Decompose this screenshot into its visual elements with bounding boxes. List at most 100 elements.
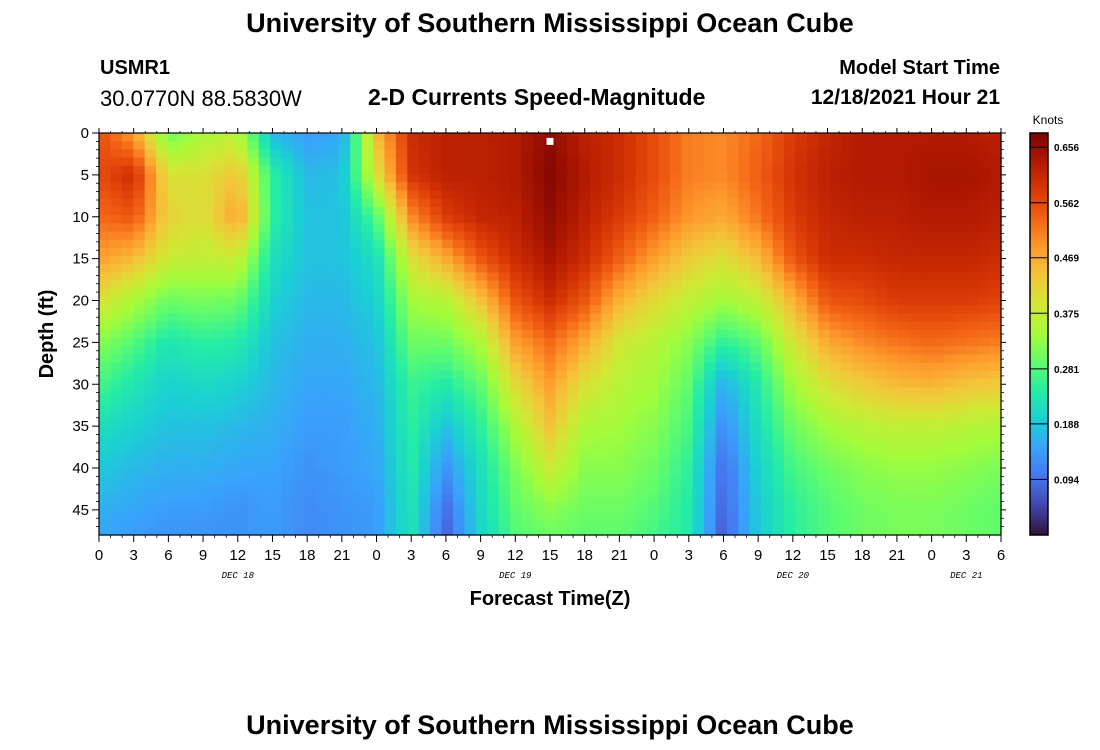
heatmap-cell <box>601 395 614 405</box>
heatmap-cell <box>430 461 443 470</box>
heatmap-cell <box>681 518 694 528</box>
heatmap-cell <box>99 288 112 298</box>
heatmap-cell <box>635 223 648 233</box>
heatmap-cell <box>772 502 785 511</box>
heatmap-cell <box>407 420 420 429</box>
heatmap-cell <box>875 493 888 503</box>
heatmap-cell <box>167 411 180 421</box>
heatmap-cell <box>441 182 454 192</box>
heatmap-cell <box>521 231 534 241</box>
heatmap-cell <box>978 182 991 192</box>
heatmap-cell <box>749 428 762 438</box>
heatmap-cell <box>863 141 877 150</box>
heatmap-cell <box>475 502 488 511</box>
heatmap-cell <box>304 395 317 405</box>
heatmap-cell <box>373 452 386 462</box>
heatmap-cell <box>784 461 797 470</box>
heatmap-cell <box>258 395 271 405</box>
heatmap-cell <box>464 436 477 446</box>
heatmap-cell <box>681 452 694 462</box>
heatmap-cell <box>955 182 968 192</box>
heatmap-cell <box>852 223 865 233</box>
heatmap-cell <box>418 215 431 224</box>
heatmap-cell <box>829 280 842 290</box>
heatmap-cell <box>612 223 625 233</box>
heatmap-cell <box>133 436 146 446</box>
heatmap-cell <box>612 215 625 224</box>
heatmap-cell <box>841 198 854 208</box>
heatmap-cell <box>144 239 157 249</box>
heatmap-cell <box>589 141 602 150</box>
heatmap-cell <box>327 288 340 298</box>
heatmap-cell <box>932 247 945 257</box>
heatmap-cell <box>635 461 648 470</box>
heatmap-cell <box>133 239 146 249</box>
heatmap-cell <box>327 493 340 503</box>
heatmap-cell <box>361 174 374 183</box>
heatmap-cell <box>875 149 888 159</box>
heatmap-cell <box>315 272 328 282</box>
heatmap-cell <box>487 485 500 495</box>
heatmap-cell <box>178 338 191 347</box>
heatmap-cell <box>510 149 523 159</box>
heatmap-cell <box>361 518 374 528</box>
heatmap-cell <box>156 452 169 462</box>
heatmap-cell <box>669 469 682 479</box>
heatmap-cell <box>635 477 648 487</box>
heatmap-cell <box>236 329 249 339</box>
heatmap-cell <box>624 379 637 388</box>
heatmap-cell <box>498 493 511 503</box>
heatmap-cell <box>601 444 614 454</box>
heatmap-cell <box>315 518 328 528</box>
heatmap-cell <box>430 247 443 257</box>
heatmap-cell <box>589 272 602 282</box>
heatmap-cell <box>544 354 557 364</box>
heatmap-cell <box>133 338 146 347</box>
heatmap-cell <box>407 329 420 339</box>
heatmap-cell <box>224 165 237 175</box>
heatmap-cell <box>738 518 751 528</box>
heatmap-cell <box>681 387 694 397</box>
heatmap-cell <box>818 370 831 380</box>
heatmap-cell <box>464 247 477 257</box>
heatmap-cell <box>669 346 682 356</box>
heatmap-cell <box>829 387 842 397</box>
heatmap-cell <box>441 313 454 323</box>
heatmap-cell <box>886 198 899 208</box>
heatmap-cell <box>521 346 534 356</box>
heatmap-cell <box>784 485 797 495</box>
heatmap-cell <box>715 215 728 224</box>
heatmap-cell <box>955 510 968 520</box>
heatmap-cell <box>704 485 717 495</box>
heatmap-cell <box>510 182 523 192</box>
heatmap-cell <box>395 461 408 470</box>
heatmap-cell <box>304 485 317 495</box>
heatmap-cell <box>601 272 614 282</box>
heatmap-cell <box>384 403 397 413</box>
heatmap-cell <box>966 272 979 282</box>
heatmap-cell <box>395 518 408 528</box>
heatmap-cell <box>144 452 157 462</box>
heatmap-cell <box>589 477 602 487</box>
heatmap-cell <box>338 420 351 429</box>
heatmap-cell <box>236 362 249 372</box>
heatmap-cell <box>510 313 523 323</box>
heatmap-cell <box>578 165 591 175</box>
heatmap-cell <box>293 354 306 364</box>
heatmap-cell <box>749 321 762 331</box>
heatmap-cell <box>978 165 991 175</box>
heatmap-cell <box>361 461 374 470</box>
heatmap-cell <box>498 362 511 372</box>
heatmap-cell <box>829 321 842 331</box>
heatmap-cell <box>384 149 397 159</box>
heatmap-cell <box>555 461 568 470</box>
heatmap-cell <box>966 231 979 241</box>
heatmap-cell <box>293 444 306 454</box>
heatmap-cell <box>875 444 888 454</box>
heatmap-cell <box>532 198 545 208</box>
heatmap-cell <box>715 362 728 372</box>
heatmap-cell <box>144 288 157 298</box>
heatmap-cell <box>601 141 614 150</box>
heatmap-cell <box>749 502 762 511</box>
heatmap-cell <box>909 321 922 331</box>
